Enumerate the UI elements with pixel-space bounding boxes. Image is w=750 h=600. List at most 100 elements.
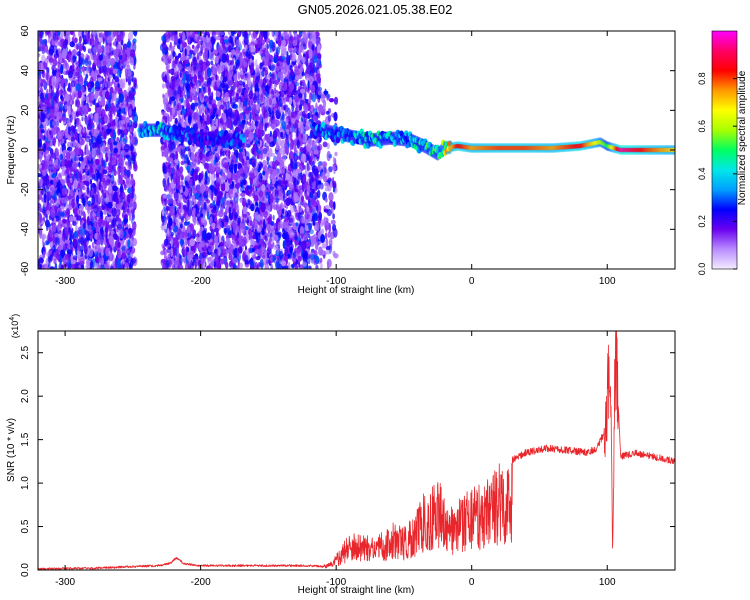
noise-blob — [94, 251, 99, 258]
noise-blob — [124, 60, 130, 68]
noise-blob — [62, 130, 65, 136]
noise-blob — [72, 60, 75, 69]
noise-blob — [45, 71, 50, 81]
noise-blob — [94, 112, 99, 122]
noise-blob — [95, 80, 100, 88]
noise-blob — [86, 82, 91, 88]
noise-blob — [70, 80, 76, 88]
noise-blob — [38, 130, 41, 139]
noise-blob — [85, 96, 90, 103]
noise-blob — [67, 243, 70, 250]
noise-blob — [90, 184, 93, 191]
noise-blob — [120, 140, 125, 146]
noise-blob — [59, 103, 64, 111]
noise-blob — [67, 260, 72, 266]
noise-blob — [100, 226, 103, 234]
noise-blob — [215, 31, 219, 35]
noise-blob — [118, 120, 124, 128]
noise-blob — [49, 249, 52, 255]
noise-blob — [84, 57, 89, 67]
noise-blob — [118, 88, 123, 95]
noise-blob — [111, 159, 117, 167]
noise-blob — [48, 87, 52, 95]
noise-blob — [64, 176, 69, 184]
noise-blob — [106, 35, 112, 44]
noise-blob — [62, 105, 65, 113]
noise-blob — [49, 108, 55, 119]
noise-blob — [96, 106, 102, 116]
noise-blob — [104, 31, 109, 37]
noise-blob — [134, 131, 137, 137]
noise-blob — [94, 194, 99, 199]
noise-blob — [72, 150, 76, 157]
noise-blob — [127, 163, 131, 171]
noise-blob — [65, 239, 71, 244]
noise-blob — [65, 253, 71, 261]
noise-blob — [63, 64, 66, 75]
noise-blob — [124, 143, 130, 153]
noise-blob — [108, 161, 112, 168]
noise-blob — [117, 223, 122, 231]
noise-blob — [111, 78, 114, 85]
noise-blob — [121, 54, 126, 63]
noise-blob — [112, 68, 119, 75]
noise-blob — [85, 142, 89, 153]
noise-blob — [103, 45, 109, 55]
noise-blob — [82, 173, 87, 183]
noise-blob — [44, 165, 49, 173]
noise-blob — [91, 148, 96, 159]
noise-blob — [99, 252, 102, 259]
noise-blob — [67, 160, 72, 169]
noise-blob — [69, 231, 75, 240]
noise-blob — [85, 204, 89, 211]
noise-blob — [99, 210, 103, 217]
noise-blob — [109, 235, 115, 246]
noise-blob — [92, 173, 96, 180]
noise-blob — [162, 245, 166, 252]
noise-blob — [80, 181, 85, 189]
noise-blob — [85, 66, 89, 75]
noise-blob — [102, 59, 105, 66]
noise-blob — [38, 61, 41, 72]
noise-blob — [107, 122, 112, 129]
noise-blob — [104, 160, 107, 169]
noise-blob — [262, 137, 266, 143]
noise-blob — [54, 236, 60, 246]
noise-blob — [64, 93, 70, 102]
noise-blob — [81, 116, 84, 122]
noise-blob — [218, 123, 223, 128]
noise-blob — [55, 54, 57, 60]
noise-blob — [107, 201, 113, 209]
noise-blob — [280, 224, 285, 229]
noise-blob — [101, 257, 104, 266]
noise-blob — [124, 169, 127, 176]
noise-blob — [120, 183, 123, 194]
noise-blob — [55, 198, 60, 207]
noise-blob — [53, 118, 57, 128]
noise-blob — [44, 183, 49, 194]
noise-blob — [285, 197, 291, 207]
noise-blob — [126, 95, 129, 106]
noise-blob — [85, 73, 88, 81]
noise-blob — [54, 148, 59, 157]
noise-blob — [76, 51, 82, 57]
noise-blob — [52, 136, 56, 147]
noise-blob — [61, 197, 67, 204]
noise-blob — [38, 173, 42, 178]
noise-blob — [57, 158, 63, 168]
noise-blob — [104, 104, 109, 112]
noise-blob — [67, 181, 72, 188]
noise-blob — [41, 220, 45, 225]
noise-blob — [69, 167, 73, 172]
noise-blob — [43, 135, 46, 141]
noise-blob — [106, 216, 110, 222]
noise-blob — [61, 211, 65, 217]
noise-blob — [128, 31, 133, 41]
noise-blob — [79, 177, 83, 184]
noise-blob — [38, 138, 42, 148]
noise-blob — [52, 223, 57, 233]
noise-blob — [89, 38, 95, 43]
noise-blob — [39, 213, 43, 223]
noise-blob — [95, 86, 101, 92]
